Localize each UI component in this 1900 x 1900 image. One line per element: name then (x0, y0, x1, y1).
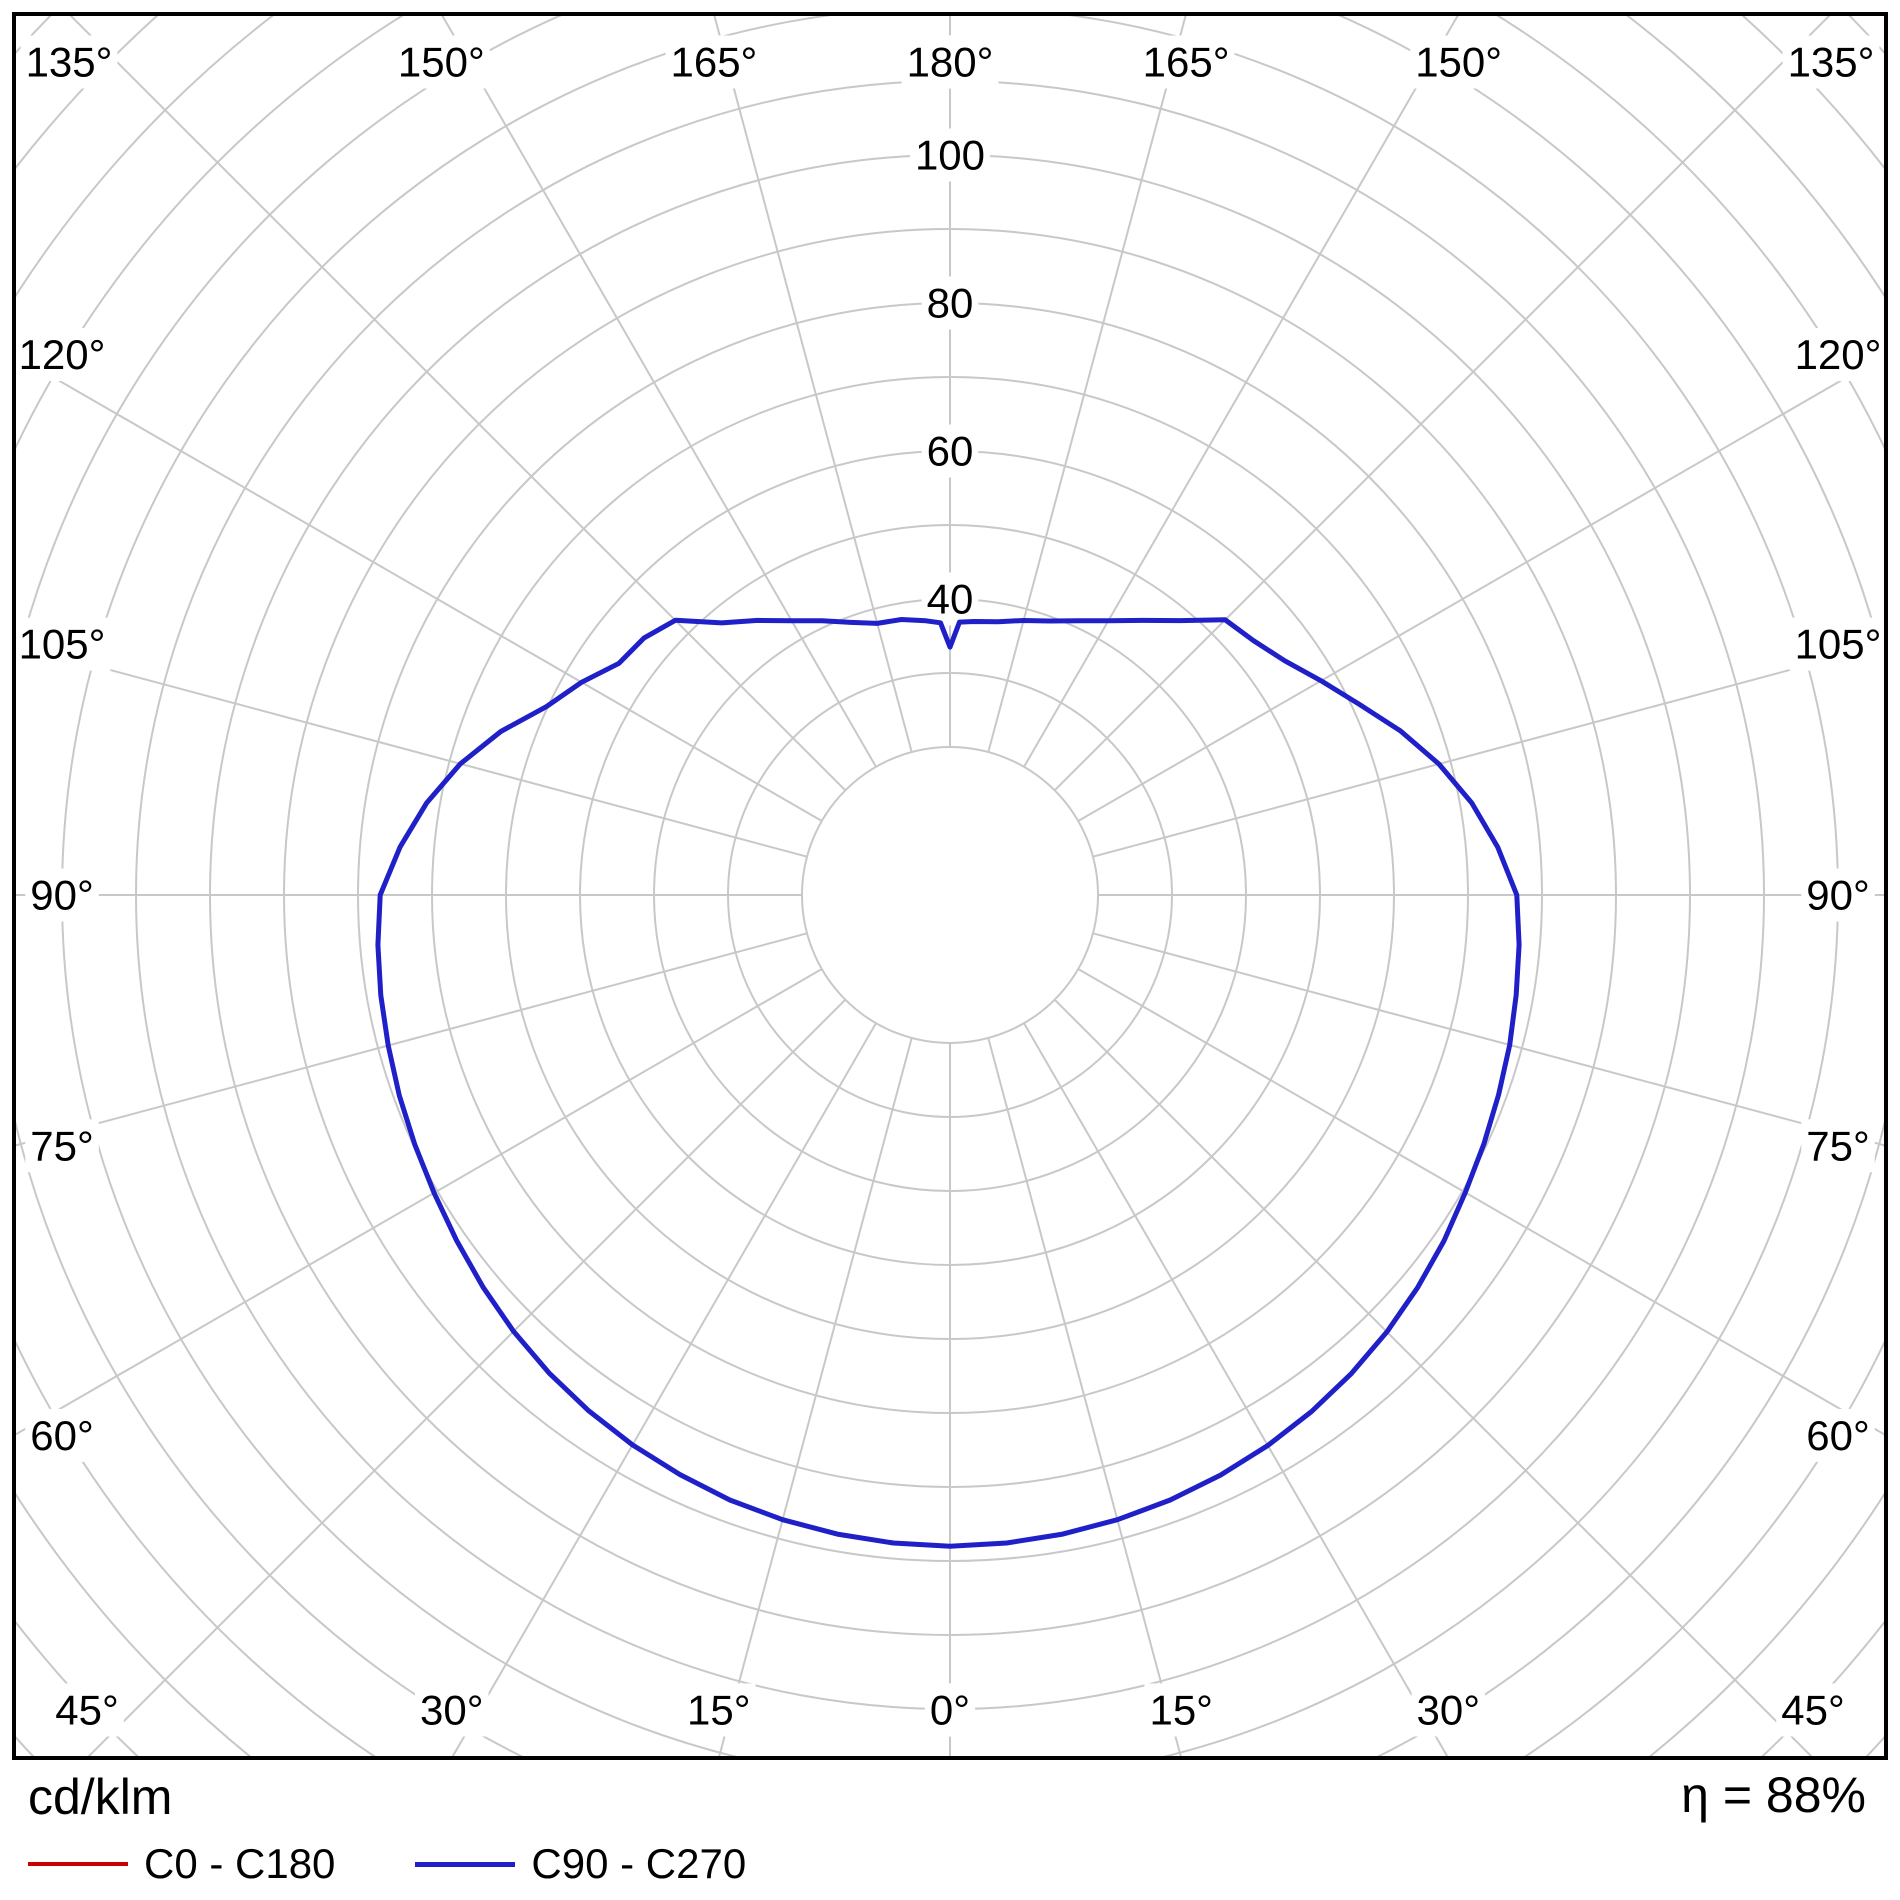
svg-text:135°: 135° (26, 39, 113, 86)
svg-text:40: 40 (927, 576, 974, 623)
svg-text:105°: 105° (19, 621, 106, 668)
polar-grid (14, 14, 1886, 1758)
svg-text:100: 100 (915, 132, 985, 179)
svg-text:15°: 15° (1149, 1687, 1213, 1734)
svg-text:150°: 150° (398, 39, 485, 86)
svg-text:0°: 0° (930, 1687, 970, 1734)
polar-chart: 40 60 80 100 0° 15° 15° 30° 30° 45° 45° 60° 60° 75° 7… (12, 12, 1888, 1760)
svg-text:135°: 135° (1788, 39, 1875, 86)
svg-text:105°: 105° (1795, 621, 1882, 668)
svg-text:30°: 30° (1416, 1687, 1480, 1734)
svg-text:90°: 90° (30, 872, 94, 919)
svg-text:90°: 90° (1806, 872, 1870, 919)
svg-text:45°: 45° (55, 1687, 119, 1734)
legend-item-c90-c270: C90 - C270 (415, 1840, 746, 1888)
svg-text:75°: 75° (1806, 1122, 1870, 1169)
svg-text:150°: 150° (1415, 39, 1502, 86)
legend-line-red-icon (28, 1862, 128, 1866)
legend-label-c90-c270: C90 - C270 (531, 1840, 747, 1887)
svg-text:80: 80 (927, 280, 974, 327)
curve-c0-c180 (375, 617, 1522, 1549)
svg-text:60°: 60° (30, 1412, 94, 1459)
legend: C0 - C180 C90 - C270 (28, 1840, 746, 1888)
svg-text:120°: 120° (1795, 331, 1882, 378)
svg-text:75°: 75° (30, 1122, 94, 1169)
svg-text:15°: 15° (687, 1687, 751, 1734)
svg-text:165°: 165° (1143, 39, 1230, 86)
efficiency-label: η = 88% (1681, 1767, 1866, 1823)
curve-c90-c270 (375, 617, 1522, 1549)
radial-tick-labels: 40 60 80 100 (909, 128, 991, 626)
svg-text:30°: 30° (420, 1687, 484, 1734)
intensity-curves (375, 617, 1522, 1549)
svg-text:180°: 180° (907, 39, 994, 86)
chart-frame (12, 12, 1888, 1760)
legend-item-c0-c180: C0 - C180 (28, 1840, 335, 1888)
legend-line-blue-icon (415, 1861, 516, 1867)
svg-text:60°: 60° (1806, 1412, 1870, 1459)
svg-text:165°: 165° (670, 39, 757, 86)
unit-label: cd/klm (28, 1769, 173, 1825)
svg-text:120°: 120° (19, 331, 106, 378)
legend-label-c0-c180: C0 - C180 (144, 1840, 336, 1887)
svg-text:45°: 45° (1781, 1687, 1845, 1734)
svg-text:60: 60 (927, 428, 974, 475)
angle-tick-labels: 0° 15° 15° 30° 30° 45° 45° 60° 60° 75° 75° 90° 90° 10… (13, 35, 1887, 1737)
